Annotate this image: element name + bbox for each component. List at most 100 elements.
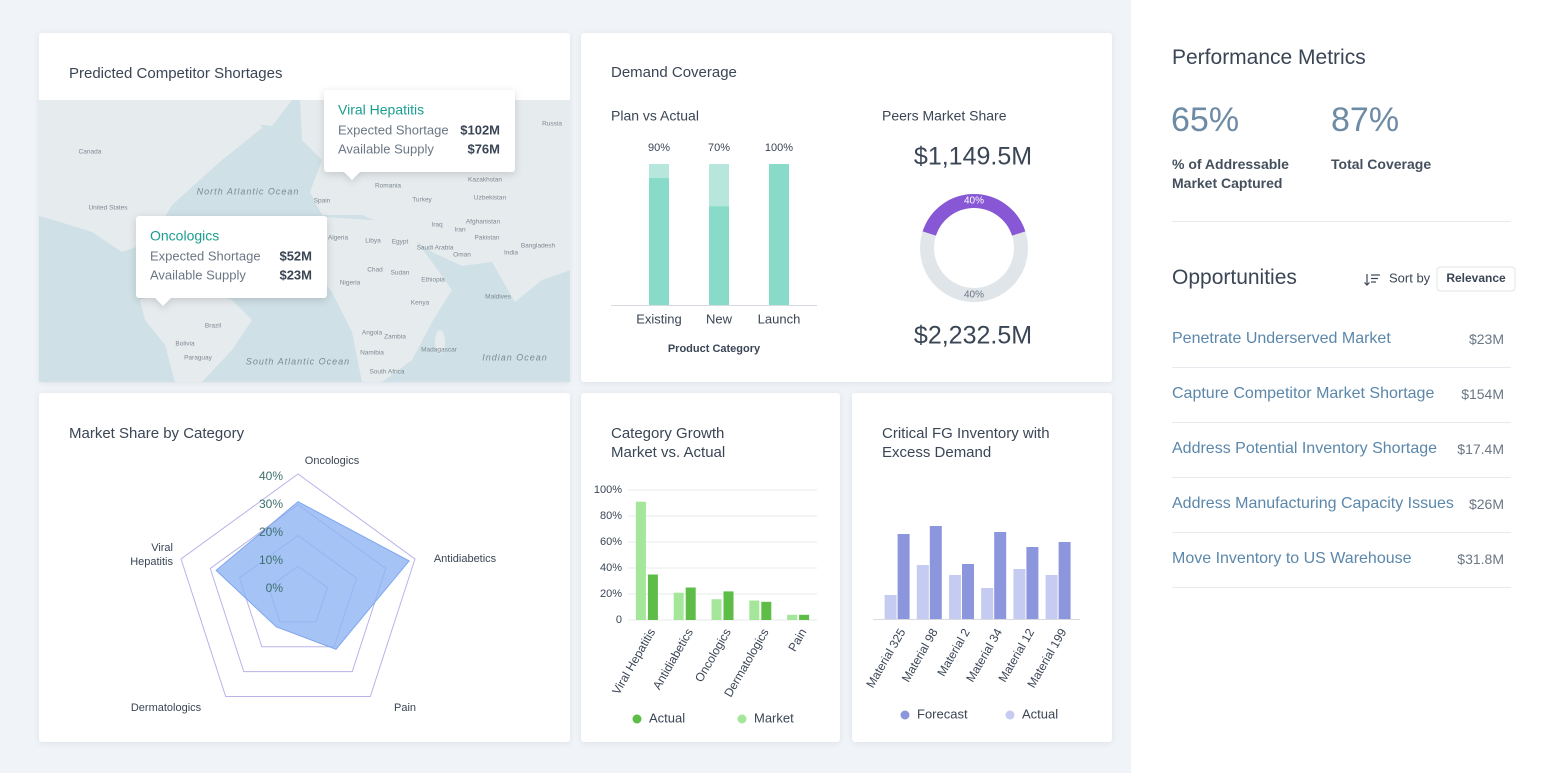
map-label: Angola bbox=[362, 330, 383, 337]
map-label: Zambia bbox=[384, 334, 406, 341]
map-land bbox=[435, 330, 445, 354]
map-label: Oman bbox=[453, 252, 471, 259]
category-label: Dermatologics bbox=[131, 702, 202, 714]
map-label: Libya bbox=[365, 238, 381, 245]
map-label: North Atlantic Ocean bbox=[197, 186, 300, 196]
legend-marker bbox=[1005, 710, 1015, 720]
bar bbox=[649, 178, 669, 305]
data-label: 40% bbox=[964, 290, 984, 301]
legend-label: Forecast bbox=[917, 706, 968, 721]
tooltip-value: $76M bbox=[467, 141, 500, 156]
legend-label: Market bbox=[754, 710, 794, 725]
sort-button[interactable] bbox=[1436, 266, 1516, 292]
bar bbox=[949, 575, 961, 619]
tooltip-label: Available Supply bbox=[338, 141, 434, 156]
bar bbox=[1045, 575, 1058, 619]
x-tick-label: Launch bbox=[758, 311, 801, 326]
map-label: Afghanistan bbox=[466, 219, 501, 226]
card-title: Predicted Competitor Shortages bbox=[69, 65, 283, 82]
tooltip bbox=[136, 216, 327, 306]
y-tick-label: 80% bbox=[600, 510, 622, 522]
map-label: Algeria bbox=[328, 235, 349, 242]
map-label: Indian Ocean bbox=[482, 352, 548, 362]
bar bbox=[709, 206, 729, 305]
opportunity-label[interactable]: Penetrate Underserved Market bbox=[1172, 330, 1391, 347]
r-tick-label: 40% bbox=[259, 469, 283, 483]
bar bbox=[769, 164, 789, 305]
category-label: Viral Hepatitis bbox=[130, 542, 173, 568]
donut-annotation: $2,232.5M bbox=[914, 322, 1032, 350]
sort-value[interactable]: Relevance bbox=[1446, 271, 1506, 285]
metric-value: 87% bbox=[1331, 101, 1400, 139]
r-tick-label: 20% bbox=[259, 525, 283, 539]
y-tick-label: 40% bbox=[600, 562, 622, 574]
y-tick-label: 60% bbox=[600, 536, 622, 548]
radar-ring bbox=[180, 473, 416, 698]
map-label: Bolivia bbox=[175, 341, 195, 348]
tooltip-label: Available Supply bbox=[150, 267, 246, 282]
data-label: 40% bbox=[964, 196, 984, 207]
tooltip-title: Oncologics bbox=[150, 228, 219, 244]
sort-label: Sort by bbox=[1389, 270, 1431, 285]
tooltip-value: $102M bbox=[460, 122, 500, 137]
map-land bbox=[220, 100, 292, 126]
card-title: Category Growth Market vs. Actual bbox=[611, 425, 726, 461]
map-label: Bangladesh bbox=[521, 243, 556, 250]
bar bbox=[685, 587, 696, 620]
map-label: Saudi Arabia bbox=[417, 245, 454, 252]
r-tick-label: 10% bbox=[259, 553, 283, 567]
bar bbox=[929, 526, 942, 619]
map-label: Egypt bbox=[392, 239, 409, 246]
legend-marker bbox=[737, 714, 747, 724]
sort-icon bbox=[1364, 274, 1380, 286]
sidebar-bg bbox=[1131, 0, 1550, 773]
tooltip-pointer bbox=[344, 172, 360, 180]
map-label: South Africa bbox=[369, 369, 404, 376]
legend-label: Actual bbox=[1022, 706, 1058, 721]
chart-title: Peers Market Share bbox=[882, 108, 1007, 124]
bar bbox=[994, 532, 1007, 619]
map-label: Ethiopia bbox=[421, 277, 445, 284]
map-label: Madagascar bbox=[421, 347, 458, 354]
map-label: Sudan bbox=[391, 270, 410, 277]
opportunity-value: $154M bbox=[1461, 386, 1504, 402]
bar bbox=[635, 501, 646, 620]
chart-title: Plan vs Actual bbox=[611, 108, 699, 124]
category-label: Antidiabetics bbox=[434, 553, 497, 565]
category-label: Pain bbox=[394, 702, 416, 714]
y-tick-label: 0 bbox=[616, 614, 622, 626]
tooltip bbox=[324, 90, 515, 180]
opportunity-value: $31.8M bbox=[1457, 551, 1504, 567]
legend-marker bbox=[632, 714, 642, 724]
bar bbox=[723, 591, 734, 620]
tooltip-title: Viral Hepatitis bbox=[338, 102, 424, 118]
opportunity-label[interactable]: Address Potential Inventory Shortage bbox=[1172, 440, 1438, 457]
map-label: Brazil bbox=[205, 323, 222, 330]
tooltip-label: Expected Shortage bbox=[150, 248, 261, 263]
opportunity-label[interactable]: Capture Competitor Market Shortage bbox=[1172, 385, 1435, 402]
opportunity-label[interactable]: Address Manufacturing Capacity Issues bbox=[1172, 495, 1454, 512]
opportunity-label[interactable]: Move Inventory to US Warehouse bbox=[1172, 550, 1412, 567]
bar bbox=[647, 574, 658, 620]
tooltip-box bbox=[324, 90, 515, 172]
bar bbox=[711, 599, 722, 620]
tooltip-value: $23M bbox=[279, 267, 312, 282]
r-tick-label: 30% bbox=[259, 497, 283, 511]
map-label: Kazakhstan bbox=[468, 177, 502, 184]
y-tick-label: 20% bbox=[600, 588, 622, 600]
data-label: 70% bbox=[708, 142, 730, 154]
map-label: Chad bbox=[367, 267, 383, 274]
data-label: 100% bbox=[765, 142, 793, 154]
map-label: Canada bbox=[79, 149, 102, 156]
x-tick-label: Existing bbox=[636, 311, 682, 326]
map-label: Nigeria bbox=[340, 280, 361, 287]
sidebar-title: Performance Metrics bbox=[1172, 46, 1366, 69]
bar bbox=[1013, 569, 1026, 619]
map-label: Iraq bbox=[431, 222, 443, 229]
bar bbox=[1026, 547, 1039, 619]
legend-marker bbox=[900, 710, 910, 720]
metric-label: Total Coverage bbox=[1331, 156, 1432, 172]
donut-annotation: $1,149.5M bbox=[914, 143, 1032, 171]
bar bbox=[962, 564, 974, 619]
